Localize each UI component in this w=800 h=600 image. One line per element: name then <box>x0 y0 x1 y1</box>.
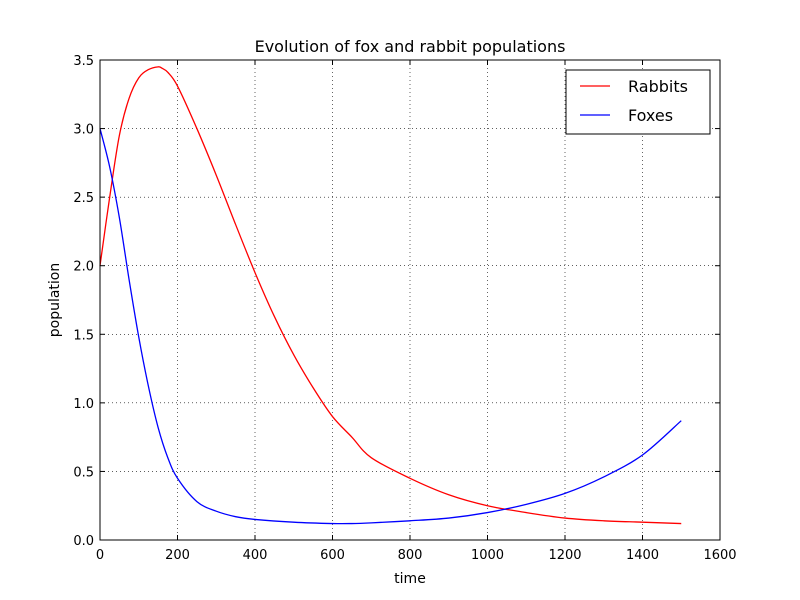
x-tick-label: 400 <box>243 548 268 563</box>
series-line-foxes <box>99 128 682 525</box>
axis-ticks: 0 200 400 600 800 1000 1200 1400 1600 0.0 0.5 1.0 1.… <box>73 54 736 563</box>
y-tick-label: 0.5 <box>73 465 94 480</box>
y-tick-label: 3.0 <box>73 123 94 138</box>
x-tick-label: 600 <box>320 548 345 563</box>
legend-label: Foxes <box>628 106 673 125</box>
x-tick-label: 1200 <box>548 548 581 563</box>
x-tick-label: 800 <box>398 548 423 563</box>
y-axis-label: population <box>47 263 63 338</box>
y-tick-label: 1.5 <box>73 328 94 343</box>
y-tick-label: 1.0 <box>73 397 94 412</box>
x-tick-label: 200 <box>165 548 190 563</box>
x-tick-label: 1400 <box>626 548 659 563</box>
x-tick-label: 1600 <box>703 548 736 563</box>
x-axis-label: time <box>394 571 426 587</box>
chart-title: Evolution of fox and rabbit populations <box>255 37 566 56</box>
series-layer <box>99 66 682 525</box>
y-tick-label: 2.5 <box>73 191 94 206</box>
legend-box <box>565 69 711 135</box>
y-tick-label: 3.5 <box>73 54 94 69</box>
y-tick-label: 0.0 <box>73 534 94 549</box>
x-tick-label: 1000 <box>471 548 504 563</box>
x-tick-label: 0 <box>96 548 104 563</box>
legend: Rabbits Foxes <box>565 69 711 135</box>
legend-label: Rabbits <box>628 77 688 96</box>
y-tick-label: 2.0 <box>73 260 94 275</box>
